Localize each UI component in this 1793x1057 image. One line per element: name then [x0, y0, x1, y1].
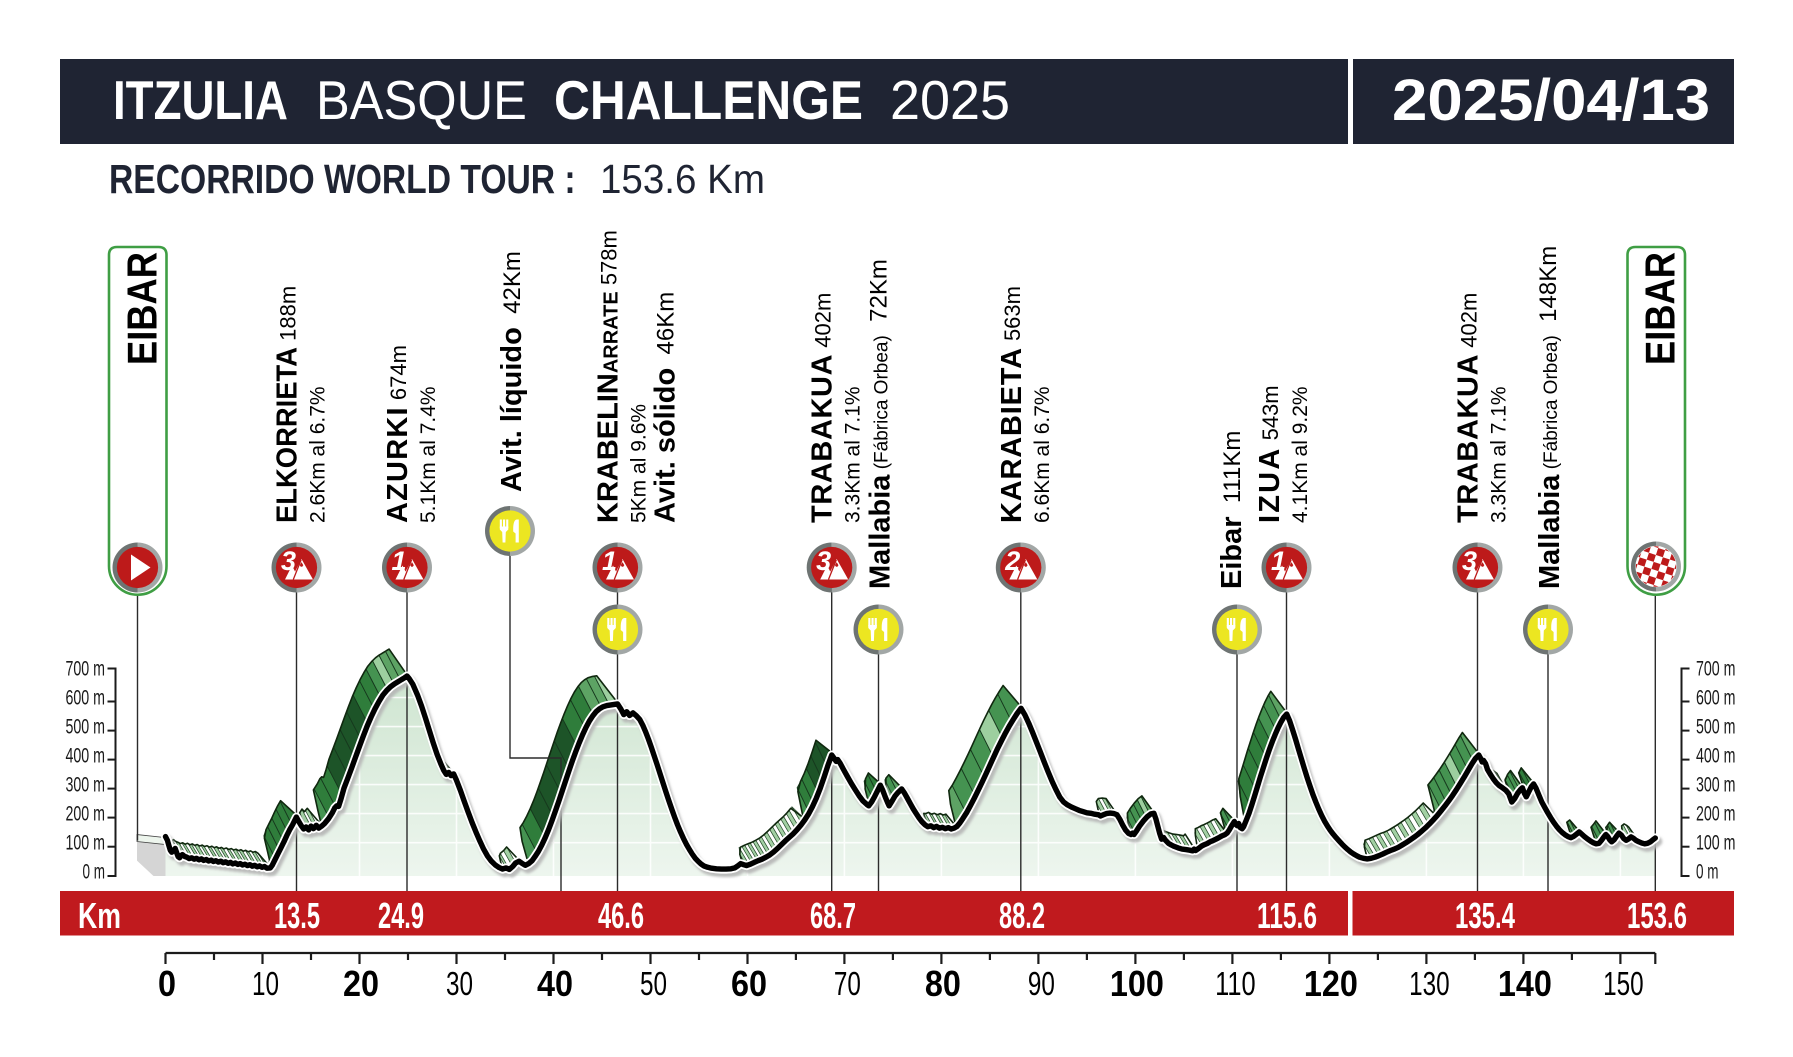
svg-text:130: 130: [1409, 965, 1450, 1002]
svg-text:TRABAKUA 402m: TRABAKUA 402m: [807, 293, 839, 523]
svg-text:0 m: 0 m: [83, 861, 106, 884]
svg-text:50: 50: [640, 965, 667, 1002]
svg-text:KRABELINARRATE 578m: KRABELINARRATE 578m: [593, 230, 625, 523]
svg-text:700 m: 700 m: [66, 658, 106, 681]
svg-text:46.6: 46.6: [598, 895, 644, 936]
svg-text:600 m: 600 m: [66, 687, 106, 710]
svg-text:80: 80: [925, 963, 961, 1004]
svg-text:30: 30: [446, 965, 473, 1002]
svg-text:1: 1: [1271, 546, 1286, 576]
svg-text:135.4: 135.4: [1455, 895, 1515, 936]
svg-text:5Km al 9.6%: 5Km al 9.6%: [628, 404, 651, 523]
svg-text:400 m: 400 m: [1696, 745, 1736, 768]
svg-text:1: 1: [391, 546, 406, 576]
svg-text:IZUA 543m: IZUA 543m: [1254, 385, 1286, 523]
svg-text:3.3Km al 7.1%: 3.3Km al 7.1%: [842, 386, 865, 523]
svg-text:6.6Km al 6.7%: 6.6Km al 6.7%: [1031, 386, 1054, 523]
svg-text:110: 110: [1215, 965, 1256, 1002]
svg-text:60: 60: [731, 963, 767, 1004]
svg-text:Mallabia (Fábrica Orbea) 72Km: Mallabia (Fábrica Orbea) 72Km: [865, 259, 897, 589]
svg-text:20: 20: [343, 963, 379, 1004]
svg-text:400 m: 400 m: [66, 745, 106, 768]
svg-text:3: 3: [281, 546, 296, 576]
svg-text:68.7: 68.7: [810, 895, 856, 936]
svg-text:0 m: 0 m: [1696, 861, 1719, 884]
svg-text:24.9: 24.9: [378, 895, 424, 936]
svg-text:5.1Km al 7.4%: 5.1Km al 7.4%: [417, 386, 440, 523]
svg-text:100 m: 100 m: [1696, 832, 1736, 855]
svg-text:1: 1: [602, 546, 617, 576]
svg-text:3.3Km al 7.1%: 3.3Km al 7.1%: [1488, 386, 1511, 523]
svg-text:200 m: 200 m: [1696, 803, 1736, 826]
svg-text:10: 10: [252, 965, 279, 1002]
svg-text:KARABIETA 563m: KARABIETA 563m: [996, 286, 1028, 523]
svg-text:300 m: 300 m: [1696, 774, 1736, 797]
svg-text:150: 150: [1603, 965, 1644, 1002]
svg-text:EIBAR: EIBAR: [119, 252, 166, 365]
svg-text:140: 140: [1498, 963, 1552, 1004]
svg-text:115.6: 115.6: [1257, 895, 1317, 936]
svg-text:70: 70: [834, 965, 861, 1002]
svg-text:500 m: 500 m: [66, 716, 106, 739]
svg-text:600 m: 600 m: [1696, 687, 1736, 710]
svg-text:0: 0: [158, 963, 176, 1004]
svg-text:3: 3: [816, 546, 831, 576]
svg-text:Eibar 111Km: Eibar 111Km: [1216, 431, 1248, 589]
svg-text:700 m: 700 m: [1696, 658, 1736, 681]
svg-text:153.6: 153.6: [1627, 895, 1687, 936]
svg-text:Avit. sólido 46Km: Avit. sólido 46Km: [650, 292, 682, 523]
svg-text:120: 120: [1304, 963, 1358, 1004]
svg-text:Avit. líquido 42Km: Avit. líquido 42Km: [496, 251, 528, 492]
svg-text:EIBAR: EIBAR: [1637, 252, 1684, 365]
svg-text:2: 2: [1004, 546, 1020, 576]
svg-text:Mallabia (Fábrica Orbea) 148K: Mallabia (Fábrica Orbea) 148Km: [1534, 246, 1566, 589]
svg-text:TRABAKUA 402m: TRABAKUA 402m: [1453, 293, 1485, 523]
svg-text:4.1Km al 9.2%: 4.1Km al 9.2%: [1289, 386, 1312, 523]
svg-text:88.2: 88.2: [999, 895, 1045, 936]
svg-text:40: 40: [537, 963, 573, 1004]
svg-text:Km: Km: [78, 895, 121, 936]
svg-text:2.6Km al 6.7%: 2.6Km al 6.7%: [307, 386, 330, 523]
svg-text:300 m: 300 m: [66, 774, 106, 797]
svg-text:100 m: 100 m: [66, 832, 106, 855]
svg-text:90: 90: [1028, 965, 1055, 1002]
svg-text:AZURKI 674m: AZURKI 674m: [382, 345, 414, 523]
svg-text:200 m: 200 m: [66, 803, 106, 826]
svg-text:100: 100: [1110, 963, 1164, 1004]
svg-text:ELKORRIETA 188m: ELKORRIETA 188m: [272, 286, 304, 523]
svg-text:3: 3: [1462, 546, 1477, 576]
svg-text:500 m: 500 m: [1696, 716, 1736, 739]
svg-text:13.5: 13.5: [274, 895, 320, 936]
